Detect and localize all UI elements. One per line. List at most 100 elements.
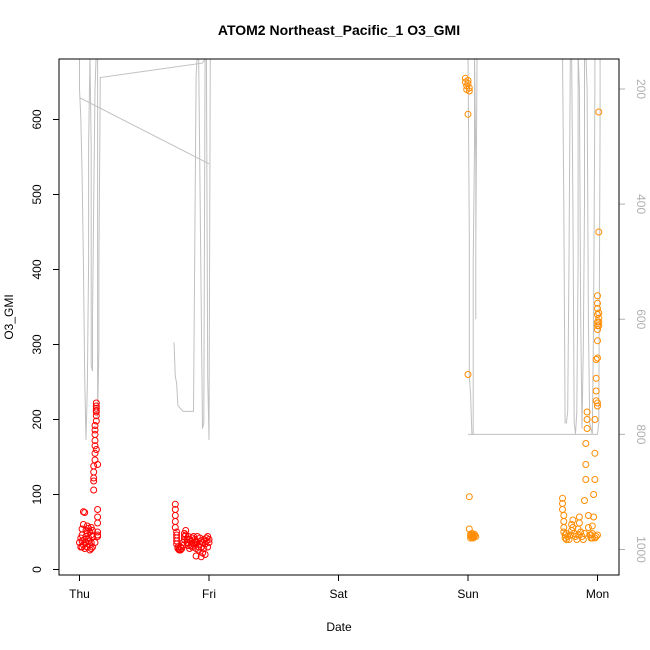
data-point — [595, 314, 603, 322]
data-point — [591, 476, 599, 483]
data-point — [171, 518, 179, 525]
y-tick-label: 500 — [30, 184, 44, 204]
data-point — [465, 87, 473, 95]
y-axis: 0 100 200 300 400 500 600 — [30, 109, 60, 573]
data-point — [465, 493, 473, 501]
data-point — [562, 536, 570, 543]
data-point — [582, 476, 590, 483]
x-axis: Thu Fri Sat Sun Mon — [69, 574, 609, 601]
data-point — [590, 491, 598, 498]
x-tick-label: Mon — [586, 587, 609, 601]
plot-frame — [58, 58, 620, 576]
data-point — [464, 80, 472, 87]
data-point — [465, 84, 473, 92]
data-point — [560, 512, 568, 519]
data-point — [569, 516, 577, 524]
data-point — [588, 522, 596, 530]
data-point — [94, 461, 102, 468]
data-point — [90, 477, 98, 485]
data-point — [592, 387, 600, 395]
data-point — [591, 449, 599, 457]
data-point — [595, 318, 603, 326]
secondary-tick-label: 400 — [634, 194, 648, 214]
data-point — [91, 539, 99, 546]
data-point — [91, 426, 99, 434]
y-tick-label: 100 — [30, 484, 44, 504]
data-point — [582, 440, 590, 447]
data-point — [171, 500, 179, 508]
data-point — [92, 399, 100, 407]
y-tick-label: 600 — [30, 109, 44, 129]
data-point — [560, 524, 568, 531]
plot-area: Thu Fri Sat Sun Mon 0 100 200 300 400 500 600 200 400… — [30, 59, 648, 601]
data-point — [565, 536, 573, 543]
data-point — [90, 462, 98, 470]
data-point — [197, 553, 205, 561]
data-point — [91, 442, 99, 450]
data-point — [468, 530, 476, 537]
data-point — [594, 299, 601, 307]
data-point — [594, 326, 601, 333]
x-axis-label: Date — [326, 620, 352, 634]
pressure-line-segment — [562, 59, 596, 435]
data-point — [205, 536, 213, 543]
pressure-line-segment — [79, 97, 210, 165]
pressure-line-segment — [79, 59, 206, 441]
data-point — [91, 431, 99, 438]
data-point — [92, 412, 100, 420]
data-point — [92, 417, 100, 425]
secondary-tick-label: 600 — [634, 309, 648, 329]
data-point — [192, 552, 200, 560]
series-2 — [461, 74, 603, 543]
data-point — [594, 399, 601, 407]
data-point — [91, 449, 99, 457]
data-point — [583, 416, 591, 423]
data-point — [575, 513, 583, 521]
data-point — [594, 402, 601, 410]
data-point — [87, 545, 95, 552]
data-point — [594, 292, 601, 300]
secondary-tick-label: 800 — [634, 424, 648, 444]
data-point — [83, 522, 91, 530]
data-point — [78, 543, 86, 551]
y-tick-label: 0 — [30, 566, 44, 573]
data-point — [592, 356, 600, 363]
data-point — [583, 408, 591, 416]
data-point — [595, 309, 603, 317]
data-point — [78, 525, 86, 533]
data-point — [171, 524, 179, 531]
data-point — [582, 461, 590, 468]
data-point — [94, 533, 102, 540]
data-point — [560, 518, 568, 525]
y-tick-label: 300 — [30, 334, 44, 354]
y-axis-label: O3_GMI — [2, 294, 16, 339]
pressure-line-segment — [467, 59, 478, 435]
data-point — [559, 494, 566, 502]
data-point — [92, 404, 100, 412]
data-point — [584, 524, 592, 531]
data-point — [171, 512, 179, 519]
data-point — [464, 77, 472, 84]
data-point — [90, 486, 98, 494]
y-tick-label: 400 — [30, 259, 44, 279]
data-point — [91, 422, 99, 429]
data-point — [559, 506, 566, 513]
chart-title: ATOM2 Northeast_Pacific_1 O3_GMI — [218, 22, 460, 38]
data-point — [594, 354, 601, 362]
x-tick-label: Sat — [329, 587, 348, 601]
x-tick-label: Thu — [69, 587, 90, 601]
data-point — [469, 531, 477, 539]
secondary-tick-label: 1000 — [634, 536, 648, 563]
data-point — [464, 371, 472, 378]
data-point — [201, 551, 209, 558]
data-point — [92, 446, 100, 453]
data-point — [92, 407, 100, 414]
series-1 — [76, 399, 213, 561]
data-point — [464, 110, 472, 118]
secondary-tick-label: 200 — [634, 79, 648, 99]
pressure-line-segment — [173, 59, 211, 441]
data-point — [91, 456, 99, 464]
y-tick-label: 200 — [30, 409, 44, 429]
data-point — [81, 509, 89, 516]
